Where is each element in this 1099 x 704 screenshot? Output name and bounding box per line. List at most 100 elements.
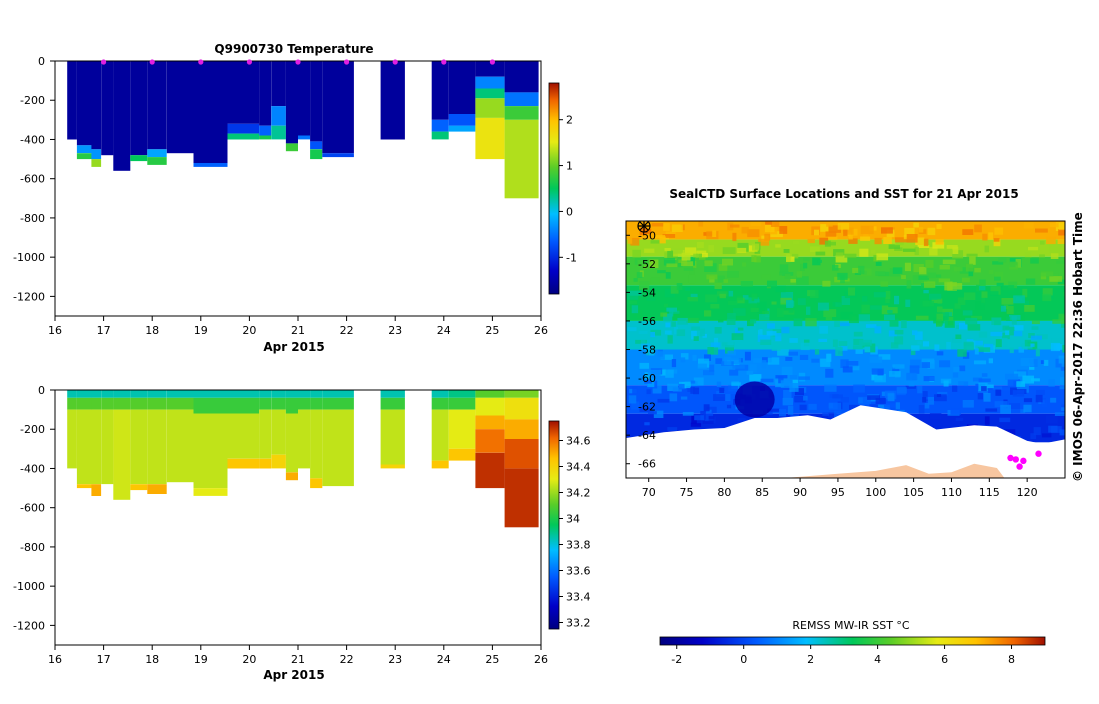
sst-pixel xyxy=(747,229,760,238)
lat-tick-label: -50 xyxy=(638,229,656,242)
sst-pixel xyxy=(1048,379,1055,387)
temperature-colorbar-ticks: 2 1 0 -1 xyxy=(559,114,577,264)
sst-pixel xyxy=(1031,320,1040,325)
sst-pixel xyxy=(923,290,929,294)
sst-pixel xyxy=(871,368,884,375)
sst-pixel xyxy=(875,262,882,266)
sst-pixel xyxy=(918,275,929,280)
sst-pixel xyxy=(1040,360,1045,364)
sst-pixel xyxy=(1024,305,1035,312)
sst-pixel xyxy=(649,351,654,356)
sst-pixel xyxy=(1064,394,1065,399)
profile-cell xyxy=(504,397,539,420)
sst-pixel xyxy=(737,242,749,252)
profile-cell xyxy=(166,409,194,483)
sst-pixel xyxy=(1036,334,1048,340)
sst-pixel xyxy=(906,280,912,289)
sst-pixel xyxy=(1001,298,1014,305)
sst-pixel xyxy=(730,224,740,228)
sst-pixel xyxy=(729,369,739,376)
sst-pixel xyxy=(1024,251,1032,258)
sst-pixel xyxy=(683,265,694,271)
profile-cell xyxy=(259,125,272,136)
sst-pixel xyxy=(936,313,944,321)
sst-pixel xyxy=(704,310,712,317)
sst-pixel xyxy=(994,401,1008,408)
seal-location-marker xyxy=(1020,457,1027,465)
sst-pixel xyxy=(1033,427,1041,436)
sst-pixel xyxy=(874,237,882,245)
sst-pixel xyxy=(952,250,964,259)
sst-pixel xyxy=(780,297,792,305)
sst-colorbar-tick-label: 6 xyxy=(941,653,948,666)
sst-pixel xyxy=(732,365,745,369)
sst-pixel xyxy=(1025,278,1036,285)
sst-pixel xyxy=(689,267,695,275)
sst-pixel xyxy=(646,297,656,301)
sst-pixel xyxy=(823,309,837,317)
sst-pixel xyxy=(959,322,968,330)
sst-pixel xyxy=(646,389,651,395)
sst-pixel xyxy=(800,342,810,351)
sst-pixel xyxy=(629,300,638,305)
profile-cell xyxy=(76,145,92,154)
sst-pixel xyxy=(665,322,671,328)
profile-cell xyxy=(166,397,194,410)
sst-pixel xyxy=(1050,342,1060,352)
colorbar-tick-label: -1 xyxy=(566,251,577,264)
profile-cell xyxy=(193,61,228,163)
sst-pixel xyxy=(744,351,751,361)
sst-pixel xyxy=(638,331,648,335)
sst-pixel xyxy=(984,416,990,425)
sst-pixel xyxy=(1050,397,1057,403)
sst-pixel xyxy=(644,372,652,382)
lon-tick-label: 105 xyxy=(903,486,924,499)
sst-pixel xyxy=(981,291,988,298)
sst-pixel xyxy=(639,362,650,369)
sst-pixel xyxy=(750,319,757,324)
sst-pixel xyxy=(1012,390,1025,397)
sst-pixel xyxy=(685,287,691,291)
sst-pixel xyxy=(665,369,674,378)
profile-cell xyxy=(504,61,539,93)
sst-pixel xyxy=(704,260,713,267)
sst-pixel xyxy=(637,259,645,268)
sst-pixel xyxy=(991,317,1002,325)
sst-pixel xyxy=(848,234,853,240)
sst-pixel xyxy=(704,354,711,361)
sst-pixel xyxy=(690,293,698,298)
profile-cell xyxy=(271,125,286,140)
sst-pixel xyxy=(902,248,916,252)
sst-pixel xyxy=(775,244,781,248)
sst-pixel xyxy=(967,324,981,331)
sst-pixel xyxy=(814,229,820,236)
sst-pixel xyxy=(1016,384,1029,393)
sst-pixel xyxy=(1035,228,1048,233)
sst-pixel xyxy=(767,323,775,329)
sst-pixel xyxy=(698,358,710,368)
sst-pixel xyxy=(878,404,890,409)
sst-pixel xyxy=(627,327,637,332)
sst-pixel xyxy=(909,365,920,374)
sst-pixel xyxy=(760,378,774,383)
salinity-heatmap xyxy=(67,390,539,528)
profile-cell xyxy=(431,409,449,461)
sst-pixel xyxy=(983,343,994,350)
sst-pixel xyxy=(910,348,916,356)
map-longitude-axis: 70 75 80 85 90 95 100 105 110 115 120 xyxy=(642,478,1038,499)
profile-cell xyxy=(91,159,102,167)
profile-cell xyxy=(193,413,228,488)
profile-cell xyxy=(113,390,131,398)
sst-pixel xyxy=(917,386,923,394)
sst-pixel xyxy=(751,293,758,301)
sst-pixel xyxy=(876,253,889,261)
sst-pixel xyxy=(955,417,964,421)
sst-pixel xyxy=(954,303,961,309)
sst-pixel xyxy=(918,405,925,414)
sst-pixel xyxy=(976,284,981,292)
profile-cell xyxy=(101,409,114,485)
sst-pixel xyxy=(853,338,864,346)
profile-cell xyxy=(448,114,476,126)
sst-pixel xyxy=(681,252,691,261)
profile-cell xyxy=(271,61,286,107)
